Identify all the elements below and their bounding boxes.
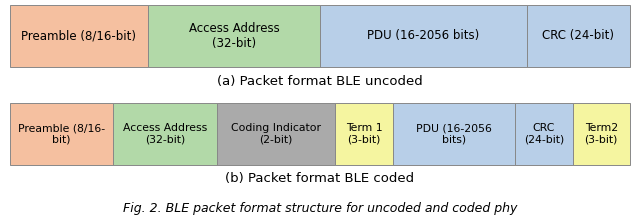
Text: Access Address
(32-bit): Access Address (32-bit) bbox=[123, 123, 207, 145]
Bar bbox=[515, 103, 573, 165]
Text: CRC (24-bit): CRC (24-bit) bbox=[542, 30, 614, 43]
Text: Term2
(3-bit): Term2 (3-bit) bbox=[584, 123, 618, 145]
Text: Coding Indicator
(2-bit): Coding Indicator (2-bit) bbox=[231, 123, 321, 145]
Bar bbox=[393, 103, 515, 165]
Text: (a) Packet format BLE uncoded: (a) Packet format BLE uncoded bbox=[217, 75, 423, 88]
Bar bbox=[527, 5, 630, 67]
Text: CRC
(24-bit): CRC (24-bit) bbox=[524, 123, 564, 145]
Text: Preamble (8/16-
bit): Preamble (8/16- bit) bbox=[18, 123, 105, 145]
Bar bbox=[10, 103, 113, 165]
Text: PDU (16-2056
bits): PDU (16-2056 bits) bbox=[416, 123, 492, 145]
Bar bbox=[148, 5, 320, 67]
Bar bbox=[113, 103, 217, 165]
Text: Fig. 2. BLE packet format structure for uncoded and coded phy: Fig. 2. BLE packet format structure for … bbox=[123, 202, 517, 215]
Bar bbox=[573, 103, 630, 165]
Text: PDU (16-2056 bits): PDU (16-2056 bits) bbox=[367, 30, 479, 43]
Text: Preamble (8/16-bit): Preamble (8/16-bit) bbox=[21, 30, 136, 43]
Bar bbox=[320, 5, 527, 67]
Bar bbox=[335, 103, 393, 165]
Text: (b) Packet format BLE coded: (b) Packet format BLE coded bbox=[225, 172, 415, 185]
Text: Access Address
(32-bit): Access Address (32-bit) bbox=[189, 22, 279, 50]
Bar bbox=[10, 5, 148, 67]
Bar bbox=[217, 103, 335, 165]
Text: Term 1
(3-bit): Term 1 (3-bit) bbox=[346, 123, 382, 145]
